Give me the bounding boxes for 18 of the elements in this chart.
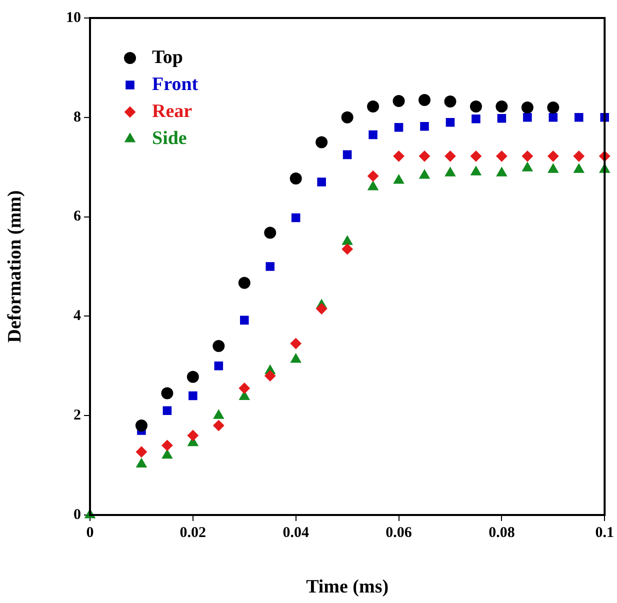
x-tick-label: 0.1 [595, 524, 614, 541]
x-axis-title: Time (ms) [306, 576, 389, 598]
legend-label: Side [152, 128, 187, 149]
legend-label: Rear [152, 100, 193, 122]
y-tick-label: 0 [74, 506, 81, 523]
y-tick-label: 10 [66, 10, 81, 26]
x-tick-label: 0.04 [282, 524, 310, 541]
x-tick-label: 0.02 [180, 524, 206, 541]
y-axis-title: Deformation (mm) [4, 190, 26, 343]
x-tick-label: 0.08 [488, 524, 515, 541]
legend-label: Front [152, 74, 199, 95]
y-tick-label: 2 [74, 407, 81, 424]
y-tick-label: 4 [74, 308, 82, 324]
y-tick-label: 8 [74, 109, 81, 126]
y-tick-label: 6 [74, 208, 82, 225]
legend-label: Top [152, 46, 183, 68]
x-tick-label: 0 [86, 524, 94, 541]
x-tick-label: 0.06 [386, 524, 412, 541]
